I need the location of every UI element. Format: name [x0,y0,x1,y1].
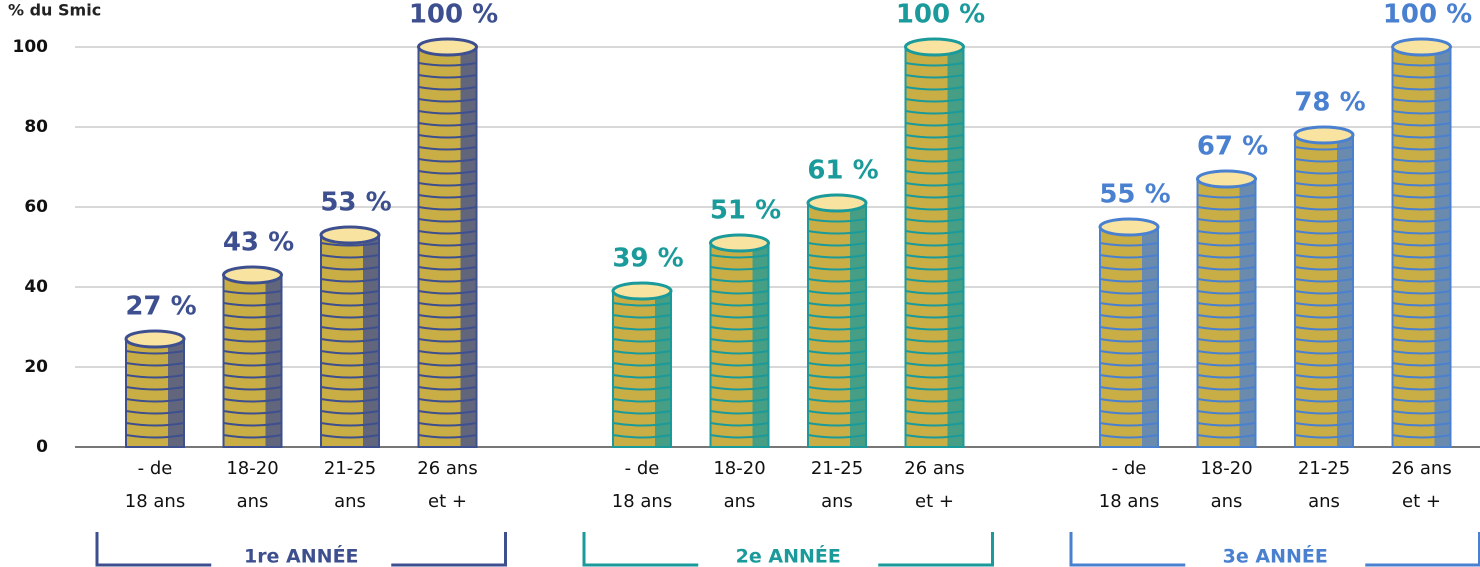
x-tick-label: 18 ans [1099,491,1159,512]
coin-top [224,267,282,283]
legend-label: 1re ANNÉE [244,545,359,567]
chart: % du Smic 0 20 40 60 80 100 27 % - de 18 ans 43 %… [0,0,1480,567]
x-tick-label: 26 ans [417,458,477,479]
x-tick-label: ans [724,491,756,512]
coin-top [1100,219,1158,235]
value-label: 51 % [710,196,781,226]
coin-top [906,39,964,55]
value-label: 61 % [807,156,878,186]
legend-label: 2e ANNÉE [736,545,841,567]
y-tick-label: 60 [24,197,48,217]
y-tick-label: 20 [24,357,48,377]
bar-side [168,339,184,447]
coin-top [1393,39,1451,55]
value-label: 55 % [1099,180,1170,210]
y-tick-label: 0 [36,437,48,457]
coin-top [1295,127,1353,143]
x-tick-label: et + [1402,491,1441,512]
x-tick-label: 18-20 [713,458,765,479]
coin-top [321,227,379,243]
coin-top [1198,171,1256,187]
coin-top [126,331,184,347]
y-tick-label: 80 [24,117,48,137]
bar-side [753,243,769,447]
value-label: 43 % [223,228,294,258]
value-label: 78 % [1294,88,1365,118]
bar-side [266,275,282,447]
x-tick-label: 18 ans [125,491,185,512]
x-tick-label: et + [428,491,467,512]
x-tick-label: 18-20 [1200,458,1252,479]
x-tick-label: 21-25 [1298,458,1350,479]
value-label: 53 % [320,188,391,218]
x-tick-label: 21-25 [811,458,863,479]
value-label: 39 % [612,244,683,274]
y-tick-label: 100 [13,37,49,57]
x-tick-label: 18 ans [612,491,672,512]
y-axis-title: % du Smic [8,1,101,20]
y-tick-label: 40 [24,277,48,297]
value-label: 100 % [896,0,985,30]
bar-side [1142,227,1158,447]
value-label: 67 % [1197,132,1268,162]
coin-top [808,195,866,211]
x-tick-label: et + [915,491,954,512]
x-tick-label: ans [334,491,366,512]
x-tick-label: - de [138,458,173,479]
x-tick-label: - de [625,458,660,479]
x-tick-label: 26 ans [1391,458,1451,479]
value-label: 27 % [125,292,196,322]
coin-top [711,235,769,251]
x-tick-label: 26 ans [904,458,964,479]
x-tick-label: ans [821,491,853,512]
coin-top [419,39,477,55]
x-tick-label: 21-25 [324,458,376,479]
x-tick-label: 18-20 [226,458,278,479]
x-tick-label: ans [1211,491,1243,512]
x-tick-label: ans [1308,491,1340,512]
legend-label: 3e ANNÉE [1223,545,1328,567]
value-label: 100 % [409,0,498,30]
x-tick-label: ans [237,491,269,512]
value-label: 100 % [1383,0,1472,30]
x-tick-label: - de [1112,458,1147,479]
coin-top [613,283,671,299]
